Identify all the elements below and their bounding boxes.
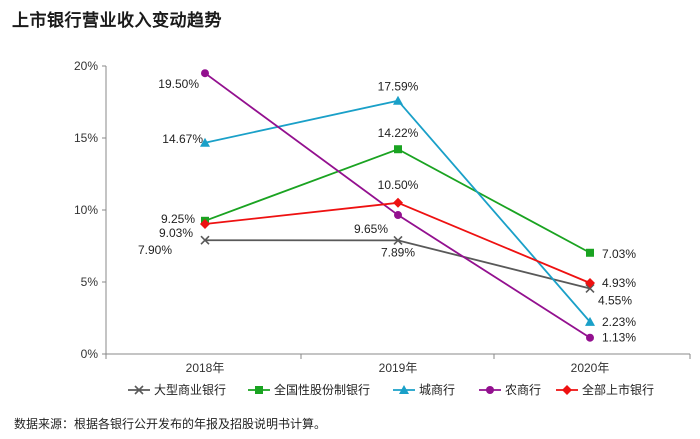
y-tick-label: 20% — [74, 59, 98, 73]
data-point — [585, 283, 595, 294]
data-point — [200, 218, 210, 229]
data-point — [201, 69, 209, 78]
data-point — [200, 137, 210, 147]
data-point — [586, 333, 594, 342]
legend-marker — [562, 385, 572, 395]
data-label: 9.65% — [354, 222, 388, 236]
y-tick-label: 5% — [81, 275, 99, 289]
data-label: 9.03% — [159, 226, 193, 240]
data-label: 17.59% — [378, 80, 419, 94]
legend-marker — [255, 386, 263, 394]
data-label: 14.22% — [378, 126, 419, 140]
data-point — [200, 235, 210, 245]
data-label: 7.89% — [381, 245, 415, 259]
chart-title: 上市银行营业收入变动趋势 — [12, 11, 222, 31]
legend-marker — [399, 385, 409, 394]
data-label: 7.90% — [138, 243, 172, 257]
data-point — [586, 248, 594, 257]
x-tick-label: 2020年 — [571, 361, 610, 375]
legend-item-label: 全国性股份制银行 — [274, 382, 370, 397]
data-point — [393, 95, 403, 105]
legend-item-label: 城商行 — [419, 382, 455, 397]
data-label: 4.93% — [602, 276, 636, 290]
legend-marker — [134, 385, 144, 395]
data-label: 10.50% — [378, 178, 419, 192]
data-point — [585, 278, 595, 289]
y-tick-label: 15% — [74, 131, 98, 145]
source-note: 数据来源：根据各银行公开发布的年报及招股说明书计算。 — [14, 417, 327, 431]
data-point — [393, 197, 403, 208]
y-tick-label: 0% — [81, 347, 99, 361]
data-label: 1.13% — [602, 331, 636, 345]
data-label: 19.50% — [158, 77, 199, 91]
data-label: 4.55% — [598, 293, 632, 307]
legend-item-label: 大型商业银行 — [154, 382, 226, 397]
data-point — [393, 235, 403, 245]
data-point — [394, 211, 402, 220]
x-tick-label: 2018年 — [186, 361, 225, 375]
data-point — [585, 316, 595, 326]
data-label: 14.67% — [162, 132, 203, 146]
data-point — [394, 145, 402, 154]
y-tick-label: 10% — [74, 203, 98, 217]
data-label: 9.25% — [161, 212, 195, 226]
legend-marker — [486, 386, 494, 394]
x-tick-label: 2019年 — [379, 361, 418, 375]
legend-item-label: 全部上市银行 — [582, 382, 654, 397]
legend-item-label: 农商行 — [505, 382, 541, 397]
data-label: 2.23% — [602, 315, 636, 329]
data-label: 7.03% — [602, 247, 636, 261]
